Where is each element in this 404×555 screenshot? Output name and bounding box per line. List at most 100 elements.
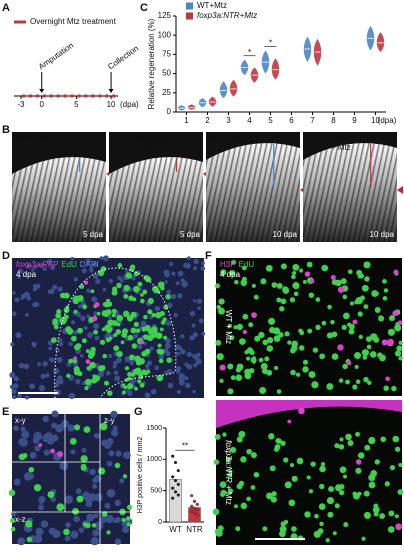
cell	[14, 297, 20, 303]
cell	[310, 279, 315, 284]
cell	[107, 315, 112, 319]
cell	[126, 522, 131, 527]
violin	[271, 58, 280, 80]
cell	[212, 508, 220, 516]
cell	[26, 536, 33, 543]
data-point	[190, 504, 194, 508]
cell	[260, 278, 267, 285]
cell	[117, 263, 123, 268]
cell	[236, 483, 243, 490]
event-label: Amputation	[37, 41, 75, 72]
cell	[177, 293, 183, 299]
cell	[298, 345, 305, 351]
cell	[43, 449, 50, 456]
cell	[123, 310, 130, 318]
legend-swatch	[186, 12, 193, 20]
cell	[111, 308, 117, 314]
cell	[227, 388, 234, 395]
data-point	[190, 509, 194, 513]
cell	[166, 357, 173, 364]
fin-time: 10 dpa	[273, 230, 298, 239]
cell	[393, 269, 399, 275]
x-tick-label: 6	[289, 116, 294, 125]
cell	[92, 538, 99, 545]
cell	[29, 383, 35, 390]
tick-label: -3	[17, 100, 25, 109]
cell	[213, 459, 220, 465]
cell	[398, 340, 403, 345]
cell	[354, 352, 362, 360]
cell	[397, 320, 403, 325]
cell	[157, 343, 162, 348]
cell	[240, 456, 247, 463]
cell	[357, 452, 365, 459]
cell	[383, 288, 389, 293]
cell	[17, 537, 26, 546]
cell	[31, 268, 35, 272]
cell	[42, 415, 50, 423]
cell	[217, 307, 225, 315]
cell	[373, 336, 380, 343]
cell	[18, 438, 25, 446]
cell	[235, 526, 241, 532]
cell	[236, 323, 243, 331]
cell	[354, 364, 359, 370]
cell	[17, 268, 24, 274]
view-label: x-y	[15, 416, 26, 425]
cell	[146, 360, 153, 366]
cell	[338, 378, 344, 383]
cell	[227, 323, 233, 329]
cell	[343, 522, 349, 528]
cell	[114, 375, 121, 382]
cell	[99, 256, 104, 261]
cell	[218, 298, 225, 305]
cell	[331, 279, 338, 286]
cell	[119, 478, 125, 484]
cell	[126, 383, 134, 390]
cell	[152, 285, 159, 293]
cell	[18, 454, 24, 460]
cell	[358, 334, 363, 339]
cell	[155, 332, 163, 339]
cell	[81, 447, 87, 453]
cell	[348, 328, 355, 335]
cell	[265, 264, 273, 272]
cell	[383, 385, 389, 391]
cell	[116, 322, 121, 327]
cell	[341, 324, 347, 330]
cell	[262, 368, 268, 375]
cell	[306, 261, 313, 268]
cell	[201, 261, 205, 266]
cell	[92, 315, 98, 322]
cell	[99, 422, 108, 431]
cell	[342, 294, 348, 300]
cell	[57, 378, 64, 385]
cell	[357, 311, 363, 317]
cell	[132, 368, 140, 375]
cell	[331, 353, 339, 360]
blastema-outline	[54, 267, 177, 399]
cell	[147, 309, 153, 315]
cell	[70, 256, 75, 261]
cell	[284, 481, 292, 489]
cell	[163, 335, 168, 340]
cell	[68, 358, 73, 364]
cell	[246, 448, 252, 455]
cell	[283, 519, 289, 525]
cell	[363, 304, 369, 310]
cell	[114, 462, 121, 469]
cell	[94, 521, 104, 531]
legend-swatch	[186, 2, 193, 10]
cell	[129, 354, 135, 361]
cell	[107, 353, 113, 359]
cell	[80, 464, 87, 471]
cell	[13, 383, 19, 389]
cell	[144, 348, 151, 355]
cell	[166, 289, 172, 295]
cell	[21, 430, 30, 439]
cell	[78, 527, 85, 533]
cell	[307, 328, 313, 334]
legend-label: WT+Mtz	[197, 1, 227, 10]
cell	[91, 377, 97, 384]
cell	[180, 349, 186, 355]
